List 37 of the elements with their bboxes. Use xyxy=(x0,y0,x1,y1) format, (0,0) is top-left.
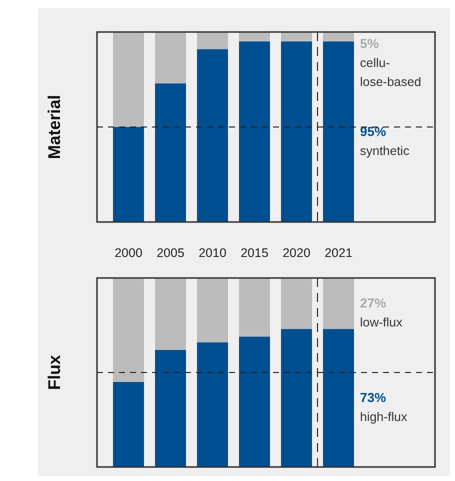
bar xyxy=(155,32,186,84)
x-tick-label: 2000 xyxy=(114,246,142,260)
x-tick-label: 2021 xyxy=(324,246,352,260)
text: 5% xyxy=(360,36,380,51)
bar xyxy=(239,42,270,222)
bar xyxy=(323,42,354,222)
bar xyxy=(197,49,228,222)
bar xyxy=(113,278,144,382)
x-tick-label: 2010 xyxy=(198,246,226,260)
y-axis-title: Material xyxy=(45,94,64,160)
bar xyxy=(113,32,144,127)
bar xyxy=(281,329,312,467)
y-axis-title: Flux xyxy=(45,354,64,390)
bar xyxy=(155,278,186,350)
bar xyxy=(197,278,228,342)
series-label: synthetic xyxy=(360,144,410,158)
text: 95% xyxy=(360,124,386,139)
bar xyxy=(197,32,228,50)
bar xyxy=(323,278,354,330)
text: 27% xyxy=(360,296,386,311)
bar xyxy=(113,127,144,222)
bar xyxy=(239,336,270,467)
text: 73% xyxy=(360,390,386,406)
x-tick-label: 2020 xyxy=(282,246,310,260)
series-label: low-flux xyxy=(360,316,404,330)
series-label: cellu-lose-based xyxy=(360,56,422,89)
bar xyxy=(239,278,270,337)
bar xyxy=(155,83,186,222)
bar xyxy=(323,329,354,467)
x-tick-label: 2015 xyxy=(240,246,268,260)
x-tick-label: 2005 xyxy=(156,246,184,260)
bar xyxy=(197,342,228,467)
series-label: high-flux xyxy=(360,410,408,424)
bar xyxy=(113,382,144,467)
bar xyxy=(155,350,186,467)
bar xyxy=(281,42,312,222)
bar xyxy=(281,278,312,330)
